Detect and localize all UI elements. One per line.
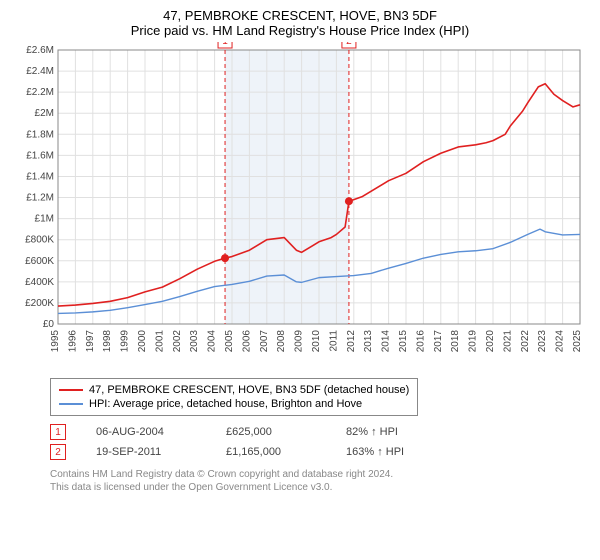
svg-text:2012: 2012 — [346, 330, 357, 353]
svg-text:2025: 2025 — [572, 330, 583, 353]
chart-plot-area: £0 £200K £400K £600K £800K £1M £1.2M £1.4M £1.6M… — [10, 42, 590, 372]
legend-box: 47, PEMBROKE CRESCENT, HOVE, BN3 5DF (de… — [50, 378, 418, 416]
svg-text:2021: 2021 — [502, 330, 513, 353]
event-row: 2 19-SEP-2011 £1,165,000 163% ↑ HPI — [50, 442, 590, 462]
svg-text:2023: 2023 — [537, 330, 548, 353]
legend-swatch — [59, 403, 83, 405]
svg-text:2014: 2014 — [381, 330, 392, 353]
svg-text:£600K: £600K — [25, 256, 54, 267]
svg-text:2007: 2007 — [259, 330, 270, 353]
svg-text:2002: 2002 — [172, 330, 183, 353]
events-table: 1 06-AUG-2004 £625,000 82% ↑ HPI 2 19-SEP-201… — [50, 422, 590, 462]
event-date: 06-AUG-2004 — [96, 426, 196, 438]
svg-text:2003: 2003 — [189, 330, 200, 353]
footer-attribution: Contains HM Land Registry data © Crown c… — [50, 468, 590, 494]
footer-line2: This data is licensed under the Open Gov… — [50, 481, 590, 494]
legend-label: HPI: Average price, detached house, Brig… — [89, 398, 362, 410]
event-pct: 163% ↑ HPI — [346, 446, 404, 458]
event-price: £625,000 — [226, 426, 316, 438]
svg-text:1998: 1998 — [102, 330, 113, 353]
event-marker: 1 — [50, 424, 66, 440]
svg-text:£1.8M: £1.8M — [26, 129, 54, 140]
chart-svg: £0 £200K £400K £600K £800K £1M £1.2M £1.4M £1.6M… — [10, 42, 590, 372]
svg-text:2015: 2015 — [398, 330, 409, 353]
svg-text:2019: 2019 — [468, 330, 479, 353]
svg-text:1: 1 — [222, 42, 228, 47]
legend-swatch — [59, 389, 83, 391]
legend-item: HPI: Average price, detached house, Brig… — [59, 397, 409, 411]
svg-text:1995: 1995 — [50, 330, 61, 353]
chart-title-line2: Price paid vs. HM Land Registry's House … — [10, 23, 590, 38]
event-pct: 82% ↑ HPI — [346, 426, 398, 438]
svg-text:2006: 2006 — [241, 330, 252, 353]
svg-text:2009: 2009 — [294, 330, 305, 353]
svg-text:2001: 2001 — [154, 330, 165, 353]
svg-text:2018: 2018 — [450, 330, 461, 353]
svg-text:£2.6M: £2.6M — [26, 45, 54, 56]
svg-text:2016: 2016 — [415, 330, 426, 353]
svg-text:£2.2M: £2.2M — [26, 87, 54, 98]
event-row: 1 06-AUG-2004 £625,000 82% ↑ HPI — [50, 422, 590, 442]
svg-text:2022: 2022 — [520, 330, 531, 353]
svg-text:2013: 2013 — [363, 330, 374, 353]
chart-container: 47, PEMBROKE CRESCENT, HOVE, BN3 5DF Pri… — [0, 0, 600, 560]
svg-text:2020: 2020 — [485, 330, 496, 353]
event-price: £1,165,000 — [226, 446, 316, 458]
svg-text:2000: 2000 — [137, 330, 148, 353]
svg-text:£1.4M: £1.4M — [26, 171, 54, 182]
svg-text:£1.6M: £1.6M — [26, 150, 54, 161]
svg-text:£1.2M: £1.2M — [26, 193, 54, 204]
svg-text:£200K: £200K — [25, 298, 54, 309]
svg-text:2: 2 — [346, 42, 352, 47]
svg-text:1999: 1999 — [120, 330, 131, 353]
svg-text:2010: 2010 — [311, 330, 322, 353]
svg-text:£0: £0 — [43, 319, 55, 330]
svg-text:2024: 2024 — [555, 330, 566, 353]
svg-text:2008: 2008 — [276, 330, 287, 353]
svg-text:£800K: £800K — [25, 235, 54, 246]
svg-text:£1M: £1M — [35, 214, 54, 225]
event-date: 19-SEP-2011 — [96, 446, 196, 458]
svg-text:1997: 1997 — [85, 330, 96, 353]
svg-text:2005: 2005 — [224, 330, 235, 353]
event-marker: 2 — [50, 444, 66, 460]
svg-text:2011: 2011 — [328, 330, 339, 352]
svg-text:1996: 1996 — [67, 330, 78, 353]
legend-label: 47, PEMBROKE CRESCENT, HOVE, BN3 5DF (de… — [89, 384, 409, 396]
svg-text:£400K: £400K — [25, 277, 54, 288]
svg-text:2017: 2017 — [433, 330, 444, 353]
legend-item: 47, PEMBROKE CRESCENT, HOVE, BN3 5DF (de… — [59, 383, 409, 397]
svg-text:£2.4M: £2.4M — [26, 66, 54, 77]
footer-line1: Contains HM Land Registry data © Crown c… — [50, 468, 590, 481]
svg-text:2004: 2004 — [207, 330, 218, 353]
svg-text:£2M: £2M — [35, 108, 54, 119]
chart-title-line1: 47, PEMBROKE CRESCENT, HOVE, BN3 5DF — [10, 8, 590, 23]
